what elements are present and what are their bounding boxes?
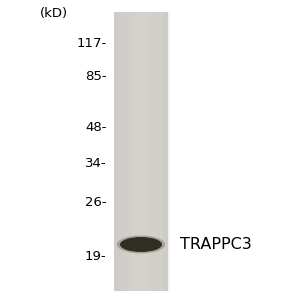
Bar [153,12,155,291]
Bar [125,12,127,291]
Bar [146,12,148,291]
Text: 26-: 26- [85,196,106,209]
Bar [155,12,157,291]
Bar [168,12,170,291]
Bar [166,12,168,291]
Bar [159,12,161,291]
Text: 117-: 117- [76,37,106,50]
Bar [144,12,146,291]
Bar [133,12,134,291]
Bar [120,12,122,291]
Bar [140,12,142,291]
Bar [114,12,168,291]
Bar [127,12,129,291]
Bar [160,12,162,291]
Text: 48-: 48- [85,121,106,134]
Bar [134,12,136,291]
Ellipse shape [120,237,162,252]
Bar [149,12,151,291]
Text: 34-: 34- [85,157,106,170]
Bar [151,12,153,291]
Bar [142,12,144,291]
Bar [129,12,131,291]
Text: (kD): (kD) [40,7,68,20]
Bar [114,12,116,291]
Bar [131,12,133,291]
Ellipse shape [117,236,165,253]
Text: TRAPPC3: TRAPPC3 [180,237,252,252]
Bar [164,12,166,291]
Text: 19-: 19- [85,250,106,263]
Bar [162,12,164,291]
Bar [118,12,119,291]
Text: 85-: 85- [85,70,106,83]
Bar [138,12,140,291]
Bar [123,12,125,291]
Bar [148,12,149,291]
Bar [122,12,123,291]
Bar [116,12,118,291]
Bar [157,12,159,291]
Bar [136,12,138,291]
